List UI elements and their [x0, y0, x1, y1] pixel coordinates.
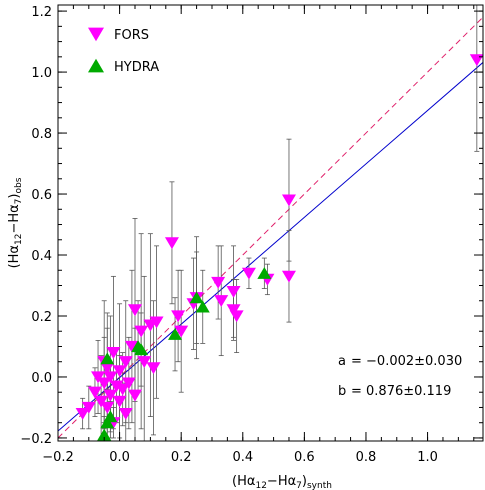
fors-point — [174, 325, 189, 338]
fors-point — [112, 395, 127, 408]
legend: FORS HYDRA — [88, 27, 159, 75]
one-to-one-line — [58, 16, 483, 439]
x-tick-label: 0.4 — [232, 450, 253, 465]
y-tick-label: −0.2 — [20, 432, 52, 447]
hydra-point — [100, 352, 115, 365]
fors-point — [100, 401, 115, 414]
y-tick-label: 0.6 — [31, 188, 52, 203]
y-tick-label: 0.0 — [31, 371, 52, 386]
fors-point — [214, 295, 229, 308]
fors-point — [469, 54, 483, 67]
fors-point — [118, 407, 133, 420]
fors-point — [91, 371, 106, 384]
fors-point — [103, 371, 118, 384]
y-tick-label: 1.2 — [31, 5, 52, 20]
x-tick-label: 0.0 — [109, 450, 130, 465]
hydra-point — [195, 300, 210, 313]
legend-label-hydra: HYDRA — [114, 60, 159, 75]
fors-point — [100, 362, 115, 375]
fors-point — [87, 386, 102, 399]
fors-point — [118, 356, 133, 369]
y-axis-label: (Hα12−Hα7)obs — [7, 177, 24, 268]
hydra-point — [134, 343, 149, 356]
fors-point — [137, 356, 152, 369]
annotation-b-label: b — [338, 384, 346, 399]
y-tick-label: 0.8 — [31, 127, 52, 142]
y-tick-label: 1.0 — [31, 66, 52, 81]
fors-point — [127, 304, 142, 317]
hydra-point — [100, 416, 115, 429]
x-tick-label: 0.8 — [356, 450, 377, 465]
fit-lines — [58, 16, 483, 439]
fors-point — [226, 304, 241, 317]
fors-point — [106, 346, 121, 359]
fit-annotations: a = −0.002±0.030 b = 0.876±0.119 — [338, 354, 462, 399]
fors-point — [124, 340, 139, 353]
x-tick-label: 0.2 — [171, 450, 192, 465]
fors-point — [211, 276, 226, 289]
plot-frame — [57, 4, 484, 442]
fors-point — [171, 310, 186, 323]
fors-point — [149, 316, 164, 329]
x-tick-label: 0.6 — [294, 450, 315, 465]
legend-marker-fors — [88, 27, 104, 42]
fors-point — [94, 395, 109, 408]
fit-line — [58, 62, 483, 432]
fors-point — [281, 194, 296, 207]
fors-point — [103, 389, 118, 402]
annotation-a-label: a — [338, 354, 346, 369]
x-tick-label: −0.2 — [42, 450, 74, 465]
fors-point — [164, 237, 179, 250]
hydra-point — [97, 428, 112, 441]
fors-point — [241, 267, 256, 280]
fors-point — [75, 407, 90, 420]
y-tick-label: 0.4 — [31, 249, 52, 264]
fors-point — [97, 377, 112, 390]
axis-ticks: −0.2 0.0 0.2 0.4 0.6 0.8 1.0 −0.2 0.0 0.2 0.4 0.6 0.… — [20, 5, 483, 465]
fors-point — [115, 383, 130, 396]
hydra-point — [103, 410, 118, 423]
fors-point — [112, 365, 127, 378]
fors-point — [127, 389, 142, 402]
fors-point — [281, 270, 296, 283]
fors-point — [229, 310, 244, 323]
y-tick-label: 0.2 — [31, 310, 52, 325]
fors-point — [81, 401, 96, 414]
fors-point — [109, 380, 124, 393]
fors-point — [226, 286, 241, 298]
hydra-point — [189, 291, 204, 304]
annotation-b-value: = 0.876±0.119 — [351, 384, 451, 399]
x-axis-label: (Hα12−Hα7)synth — [232, 474, 332, 490]
legend-marker-hydra — [88, 58, 104, 73]
fors-point — [121, 377, 136, 390]
annotation-a-value: = −0.002±0.030 — [351, 354, 462, 369]
fors-point — [146, 362, 161, 375]
x-tick-label: 1.0 — [417, 450, 438, 465]
hydra-point — [168, 327, 183, 340]
hydra-point — [257, 267, 272, 279]
legend-label-fors: FORS — [114, 28, 149, 43]
fors-point — [134, 325, 149, 338]
data-points — [75, 54, 483, 441]
